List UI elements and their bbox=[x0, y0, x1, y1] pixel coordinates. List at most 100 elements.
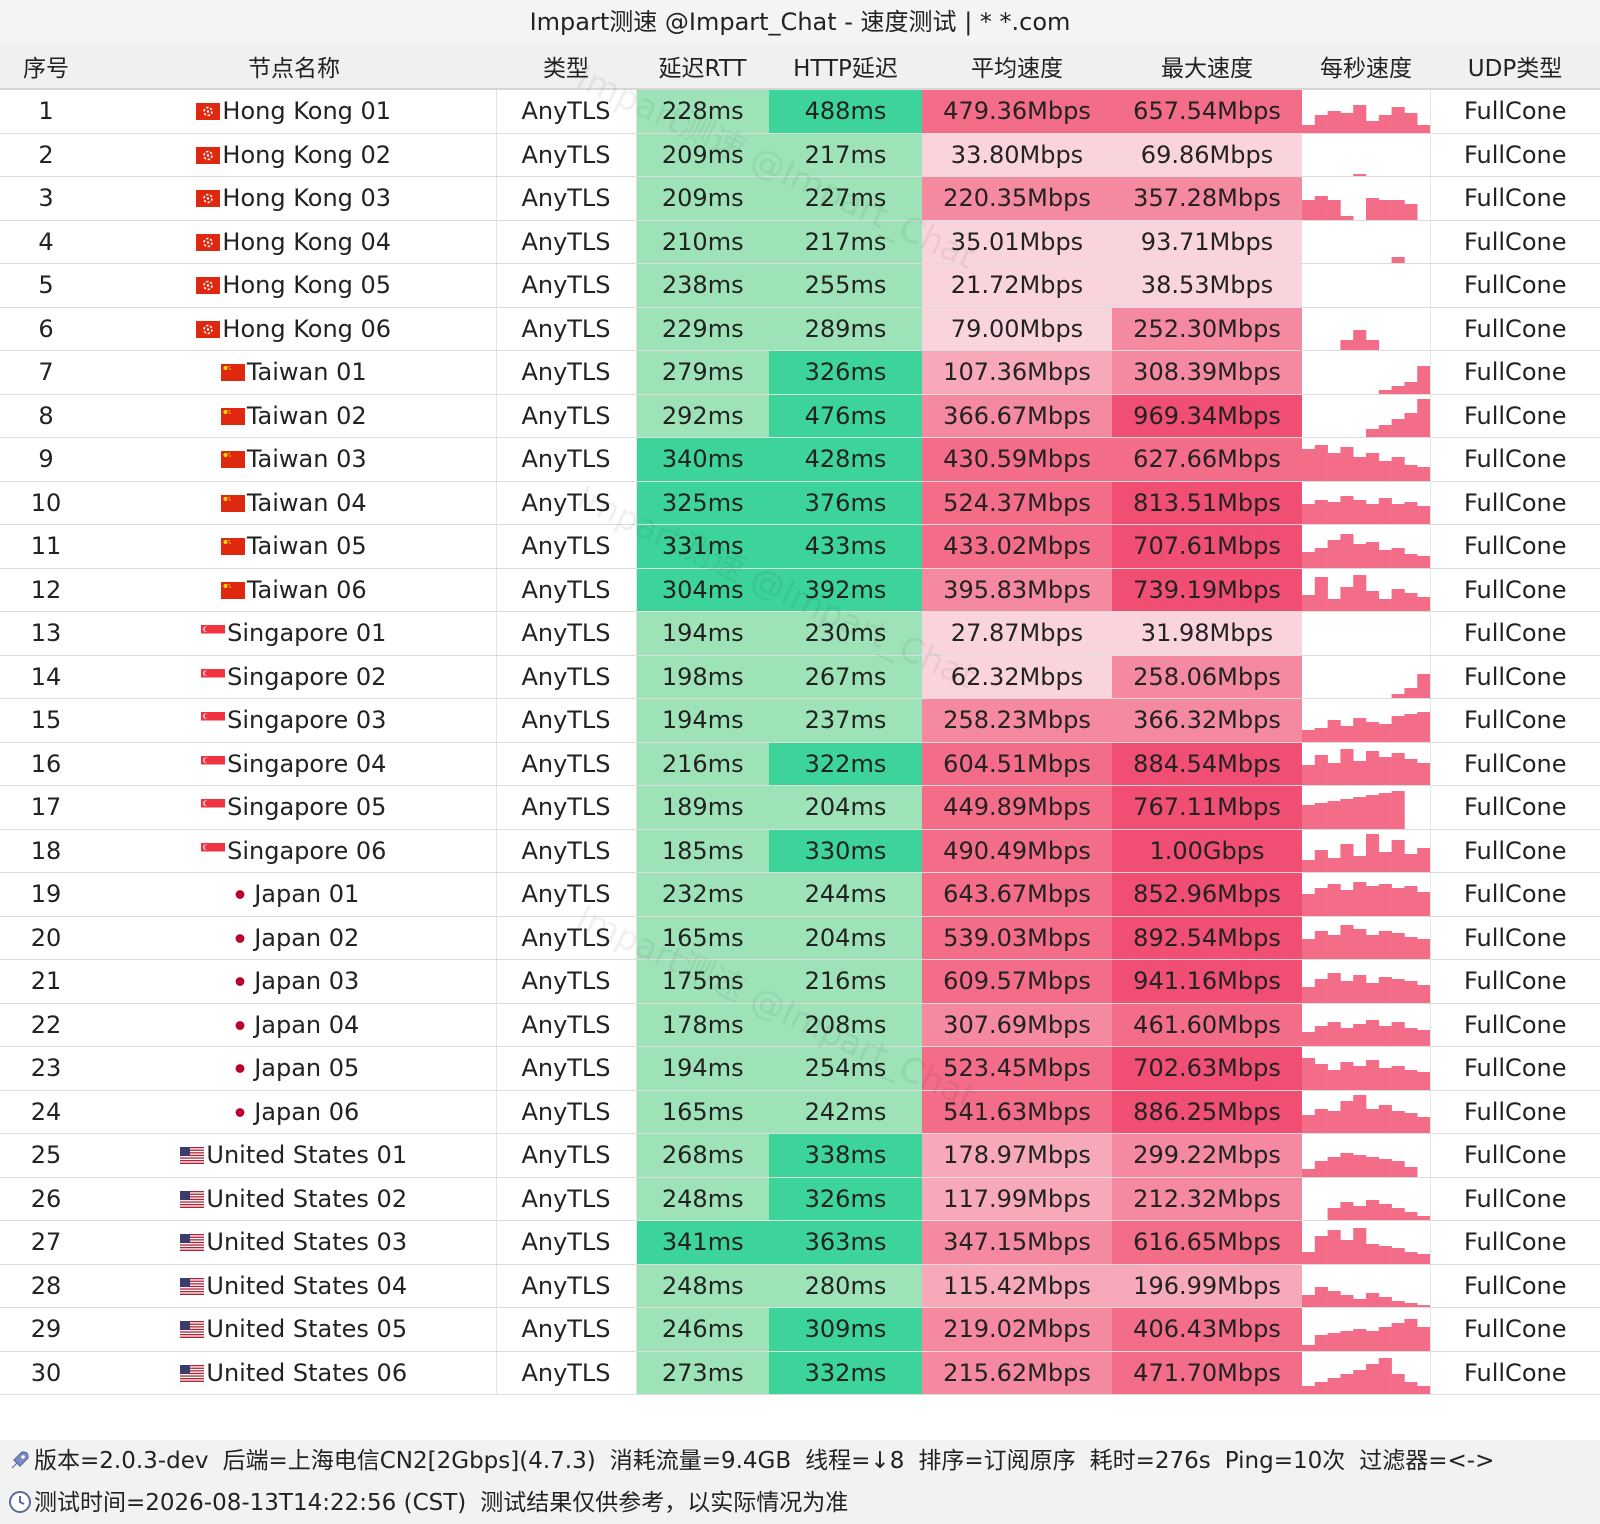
table-row[interactable]: 3 Hong Kong 03 AnyTLS 209ms 227ms 220.35Mbps 3… bbox=[0, 176, 1600, 221]
sparkline-bar bbox=[1340, 533, 1354, 568]
node-name-cell[interactable]: United States 02 bbox=[92, 1177, 497, 1221]
node-name: Japan 02 bbox=[254, 923, 360, 952]
node-name-cell[interactable]: Japan 01 bbox=[92, 872, 497, 917]
row-index: 24 bbox=[0, 1090, 92, 1134]
table-row[interactable]: 7 Taiwan 01 AnyTLS 279ms 326ms 107.36Mbps 308.… bbox=[0, 350, 1600, 395]
node-name-cell[interactable]: Taiwan 06 bbox=[92, 568, 497, 612]
node-name: Japan 04 bbox=[254, 1010, 360, 1039]
node-name-cell[interactable]: Japan 06 bbox=[92, 1090, 497, 1134]
node-name-cell[interactable]: Taiwan 04 bbox=[92, 481, 497, 525]
table-row[interactable]: 17 Singapore 05 AnyTLS 189ms 204ms 449.89Mbps… bbox=[0, 785, 1600, 830]
node-type: AnyTLS bbox=[496, 263, 637, 308]
sparkline-bar bbox=[1353, 104, 1367, 132]
col-header-http-latency[interactable]: HTTP延迟 bbox=[769, 44, 922, 90]
sparkline-bar bbox=[1353, 761, 1367, 785]
sparkline-chart bbox=[1366, 399, 1429, 437]
table-row[interactable]: 1 Hong Kong 01 AnyTLS 228ms 488ms 479.36Mbps 6… bbox=[0, 89, 1600, 134]
node-name-cell[interactable]: United States 01 bbox=[92, 1133, 497, 1178]
table-row[interactable]: 20 Japan 02 AnyTLS 165ms 204ms 539.03Mbps 892.… bbox=[0, 916, 1600, 960]
node-name-cell[interactable]: Taiwan 05 bbox=[92, 524, 497, 569]
table-row[interactable]: 12 Taiwan 06 AnyTLS 304ms 392ms 395.83Mbps 739… bbox=[0, 568, 1600, 612]
node-name-cell[interactable]: Singapore 02 bbox=[92, 655, 497, 699]
node-name-cell[interactable]: United States 06 bbox=[92, 1351, 497, 1395]
col-header-index[interactable]: 序号 bbox=[0, 44, 92, 90]
table-row[interactable]: 22 Japan 04 AnyTLS 178ms 208ms 307.69Mbps 461.… bbox=[0, 1003, 1600, 1047]
sparkline-bar bbox=[1366, 1059, 1380, 1090]
node-name-cell[interactable]: Hong Kong 06 bbox=[92, 307, 497, 351]
sparkline-bar bbox=[1404, 553, 1418, 568]
node-name-cell[interactable]: Japan 03 bbox=[92, 959, 497, 1004]
table-row[interactable]: 21 Japan 03 AnyTLS 175ms 216ms 609.57Mbps 941.… bbox=[0, 959, 1600, 1004]
table-row[interactable]: 25 United States 01 AnyTLS 268ms 338ms 178.97… bbox=[0, 1133, 1600, 1178]
per-second-speed-chart bbox=[1302, 1177, 1431, 1221]
node-name-cell[interactable]: Taiwan 01 bbox=[92, 350, 497, 395]
http-latency: 204ms bbox=[769, 916, 922, 960]
table-row[interactable]: 26 United States 02 AnyTLS 248ms 326ms 117.99… bbox=[0, 1177, 1600, 1221]
max-speed: 767.11Mbps bbox=[1112, 785, 1302, 830]
table-row[interactable]: 8 Taiwan 02 AnyTLS 292ms 476ms 366.67Mbps 969.… bbox=[0, 394, 1600, 438]
node-name-cell[interactable]: Singapore 06 bbox=[92, 829, 497, 873]
table-row[interactable]: 27 United States 03 AnyTLS 341ms 363ms 347.15… bbox=[0, 1220, 1600, 1265]
node-name-cell[interactable]: United States 04 bbox=[92, 1264, 497, 1308]
sparkline-bar bbox=[1378, 549, 1392, 568]
node-name-cell[interactable]: Taiwan 02 bbox=[92, 394, 497, 438]
udp-type: FullCone bbox=[1430, 829, 1600, 873]
node-name-cell[interactable]: Hong Kong 04 bbox=[92, 220, 497, 264]
node-name-cell[interactable]: Hong Kong 05 bbox=[92, 263, 497, 308]
node-name-cell[interactable]: Singapore 04 bbox=[92, 742, 497, 786]
node-name: United States 06 bbox=[206, 1358, 408, 1387]
table-row[interactable]: 9 Taiwan 03 AnyTLS 340ms 428ms 430.59Mbps 627.… bbox=[0, 437, 1600, 482]
col-header-type[interactable]: 类型 bbox=[496, 44, 636, 90]
table-row[interactable]: 13 Singapore 01 AnyTLS 194ms 230ms 27.87Mbps 3… bbox=[0, 611, 1600, 656]
node-name-cell[interactable]: Japan 02 bbox=[92, 916, 497, 960]
hong-kong-flag-icon bbox=[196, 146, 221, 164]
table-row[interactable]: 14 Singapore 02 AnyTLS 198ms 267ms 62.32Mbps 2… bbox=[0, 655, 1600, 699]
table-row[interactable]: 6 Hong Kong 06 AnyTLS 229ms 289ms 79.00Mbps 25… bbox=[0, 307, 1600, 351]
united-states-flag-icon bbox=[180, 1234, 205, 1252]
table-row[interactable]: 19 Japan 01 AnyTLS 232ms 244ms 643.67Mbps 852.… bbox=[0, 872, 1600, 917]
node-name-cell[interactable]: United States 05 bbox=[92, 1307, 497, 1352]
node-name-cell[interactable]: Hong Kong 03 bbox=[92, 176, 497, 221]
table-row[interactable]: 30 United States 06 AnyTLS 273ms 332ms 215.62… bbox=[0, 1351, 1600, 1395]
http-latency: 433ms bbox=[769, 524, 922, 569]
col-header-udp-type[interactable]: UDP类型 bbox=[1430, 44, 1600, 90]
col-header-per-second-speed[interactable]: 每秒速度 bbox=[1302, 44, 1430, 90]
sparkline-bar bbox=[1366, 1020, 1380, 1046]
node-name-cell[interactable]: Singapore 03 bbox=[92, 698, 497, 743]
node-name-cell[interactable]: Singapore 05 bbox=[92, 785, 497, 830]
rtt-latency: 198ms bbox=[636, 655, 769, 699]
table-row[interactable]: 18 Singapore 06 AnyTLS 185ms 330ms 490.49Mbps… bbox=[0, 829, 1600, 873]
sparkline-bar bbox=[1391, 419, 1405, 437]
table-row[interactable]: 29 United States 05 AnyTLS 246ms 309ms 219.02… bbox=[0, 1307, 1600, 1352]
node-name-cell[interactable]: Singapore 01 bbox=[92, 611, 497, 656]
table-row[interactable]: 28 United States 04 AnyTLS 248ms 280ms 115.42… bbox=[0, 1264, 1600, 1308]
sparkline-chart bbox=[1327, 1200, 1429, 1220]
sparkline-bar bbox=[1378, 931, 1392, 959]
table-row[interactable]: 11 Taiwan 05 AnyTLS 331ms 433ms 433.02Mbps 707… bbox=[0, 524, 1600, 569]
table-row[interactable]: 4 Hong Kong 04 AnyTLS 210ms 217ms 35.01Mbps 93… bbox=[0, 220, 1600, 264]
node-name-cell[interactable]: Hong Kong 01 bbox=[92, 89, 497, 134]
table-row[interactable]: 5 Hong Kong 05 AnyTLS 238ms 255ms 21.72Mbps 38… bbox=[0, 263, 1600, 308]
node-name-cell[interactable]: United States 03 bbox=[92, 1220, 497, 1265]
col-header-node-name[interactable]: 节点名称 bbox=[92, 44, 496, 90]
col-header-rtt[interactable]: 延迟RTT bbox=[636, 44, 769, 90]
node-type: AnyTLS bbox=[496, 1177, 637, 1221]
table-row[interactable]: 24 Japan 06 AnyTLS 165ms 242ms 541.63Mbps 886.… bbox=[0, 1090, 1600, 1134]
table-row[interactable]: 15 Singapore 03 AnyTLS 194ms 237ms 258.23Mbps… bbox=[0, 698, 1600, 743]
node-name-cell[interactable]: Japan 05 bbox=[92, 1046, 497, 1091]
node-name: United States 02 bbox=[206, 1184, 408, 1213]
table-row[interactable]: 10 Taiwan 04 AnyTLS 325ms 376ms 524.37Mbps 813… bbox=[0, 481, 1600, 525]
table-row[interactable]: 16 Singapore 04 AnyTLS 216ms 322ms 604.51Mbps… bbox=[0, 742, 1600, 786]
sparkline-bar bbox=[1340, 215, 1354, 220]
sparkline-bar bbox=[1366, 935, 1380, 959]
node-name-cell[interactable]: Hong Kong 02 bbox=[92, 133, 497, 177]
table-row[interactable]: 23 Japan 05 AnyTLS 194ms 254ms 523.45Mbps 702.… bbox=[0, 1046, 1600, 1091]
sparkline-bar bbox=[1404, 203, 1418, 220]
sparkline-bar bbox=[1302, 1168, 1316, 1177]
node-name-cell[interactable]: Taiwan 03 bbox=[92, 437, 497, 482]
per-second-speed-chart bbox=[1302, 1133, 1431, 1178]
col-header-max-speed[interactable]: 最大速度 bbox=[1112, 44, 1302, 90]
col-header-avg-speed[interactable]: 平均速度 bbox=[922, 44, 1112, 90]
node-name-cell[interactable]: Japan 04 bbox=[92, 1003, 497, 1047]
table-row[interactable]: 2 Hong Kong 02 AnyTLS 209ms 217ms 33.80Mbps 69… bbox=[0, 133, 1600, 177]
